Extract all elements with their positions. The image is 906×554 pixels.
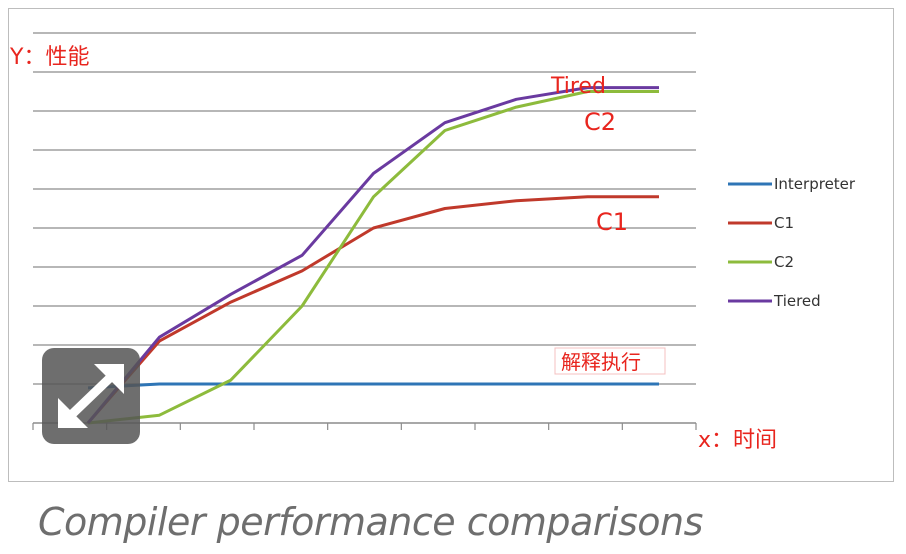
legend-label-interpreter: Interpreter [774,175,856,193]
tiered-annotation: Tired [550,74,606,99]
c1-annotation: C1 [596,208,628,236]
legend: Interpreter C1 C2 Tiered [728,175,856,310]
legend-label-c2: C2 [774,253,794,271]
expand-icon [58,364,124,428]
x-axis-annotation: x：时间 [698,428,777,453]
legend-label-c1: C1 [774,214,794,232]
series-line-tiered [86,86,659,424]
y-axis-annotation: Y：性能 [9,45,89,70]
chart-svg: Y：性能 x：时间 Tired C2 C1 解释执行 Interpreter C1… [9,32,856,453]
c2-annotation: C2 [584,108,616,136]
legend-label-tiered: Tiered [773,292,821,310]
interpreter-annotation-box [554,347,666,375]
figure-caption: Compiler performance comparisons [38,500,703,544]
series-line-c1 [86,195,659,424]
expand-button[interactable] [42,348,140,444]
interpreter-annotation: 解释执行 [561,350,641,374]
chart-frame [8,8,894,482]
series-lines [86,86,659,425]
series-line-c2 [87,90,659,425]
series-line-interpreter [87,382,659,390]
